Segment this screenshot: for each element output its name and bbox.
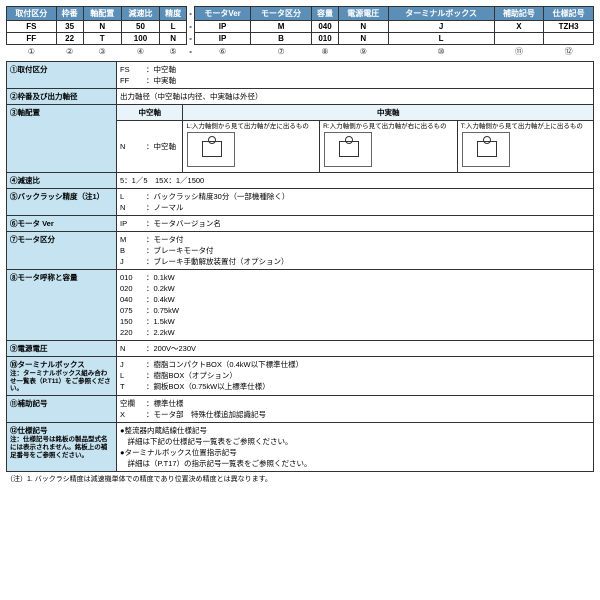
spec-table: ①取付区分 FS：中空軸FF：中実軸 ②枠番及び出力軸径出力軸径（中空軸は内径、…	[6, 61, 594, 472]
r12-label: ⑫仕様記号注：仕様記号は銘板の製品型式名には表示されません。銘板上の補足番号をご…	[7, 423, 117, 472]
diagram-l	[187, 132, 235, 167]
r11-label: ⑪補助記号	[7, 396, 117, 423]
r9-label: ⑨電源電圧	[7, 340, 117, 356]
r6-label: ⑥モータ Ver	[7, 215, 117, 231]
r7-label: ⑦モータ区分	[7, 231, 117, 269]
r1-label: ①取付区分	[7, 62, 117, 89]
r2-label: ②枠番及び出力軸径	[7, 89, 117, 105]
r5-label: ⑤バックラッシ精度（注1）	[7, 188, 117, 215]
r4-label: ④減速比	[7, 172, 117, 188]
r3-label: ③軸配置	[7, 105, 117, 173]
r8-label: ⑧モータ呼称と容量	[7, 269, 117, 340]
footnote: （注）1. バックラシ精度は減速機単体での精度であり位置決め精度とは異なります。	[6, 475, 594, 484]
diagram-t	[462, 132, 510, 167]
diagram-r	[324, 132, 372, 167]
header-table: 取付区分枠番軸配置減速比精度-モータVerモータ区分容量電源電圧ターミナルボック…	[6, 6, 594, 58]
r10-label: ⑩ターミナルボックス注：ターミナルボックス組み合わせ一覧表（P.T11）をご参照…	[7, 356, 117, 395]
